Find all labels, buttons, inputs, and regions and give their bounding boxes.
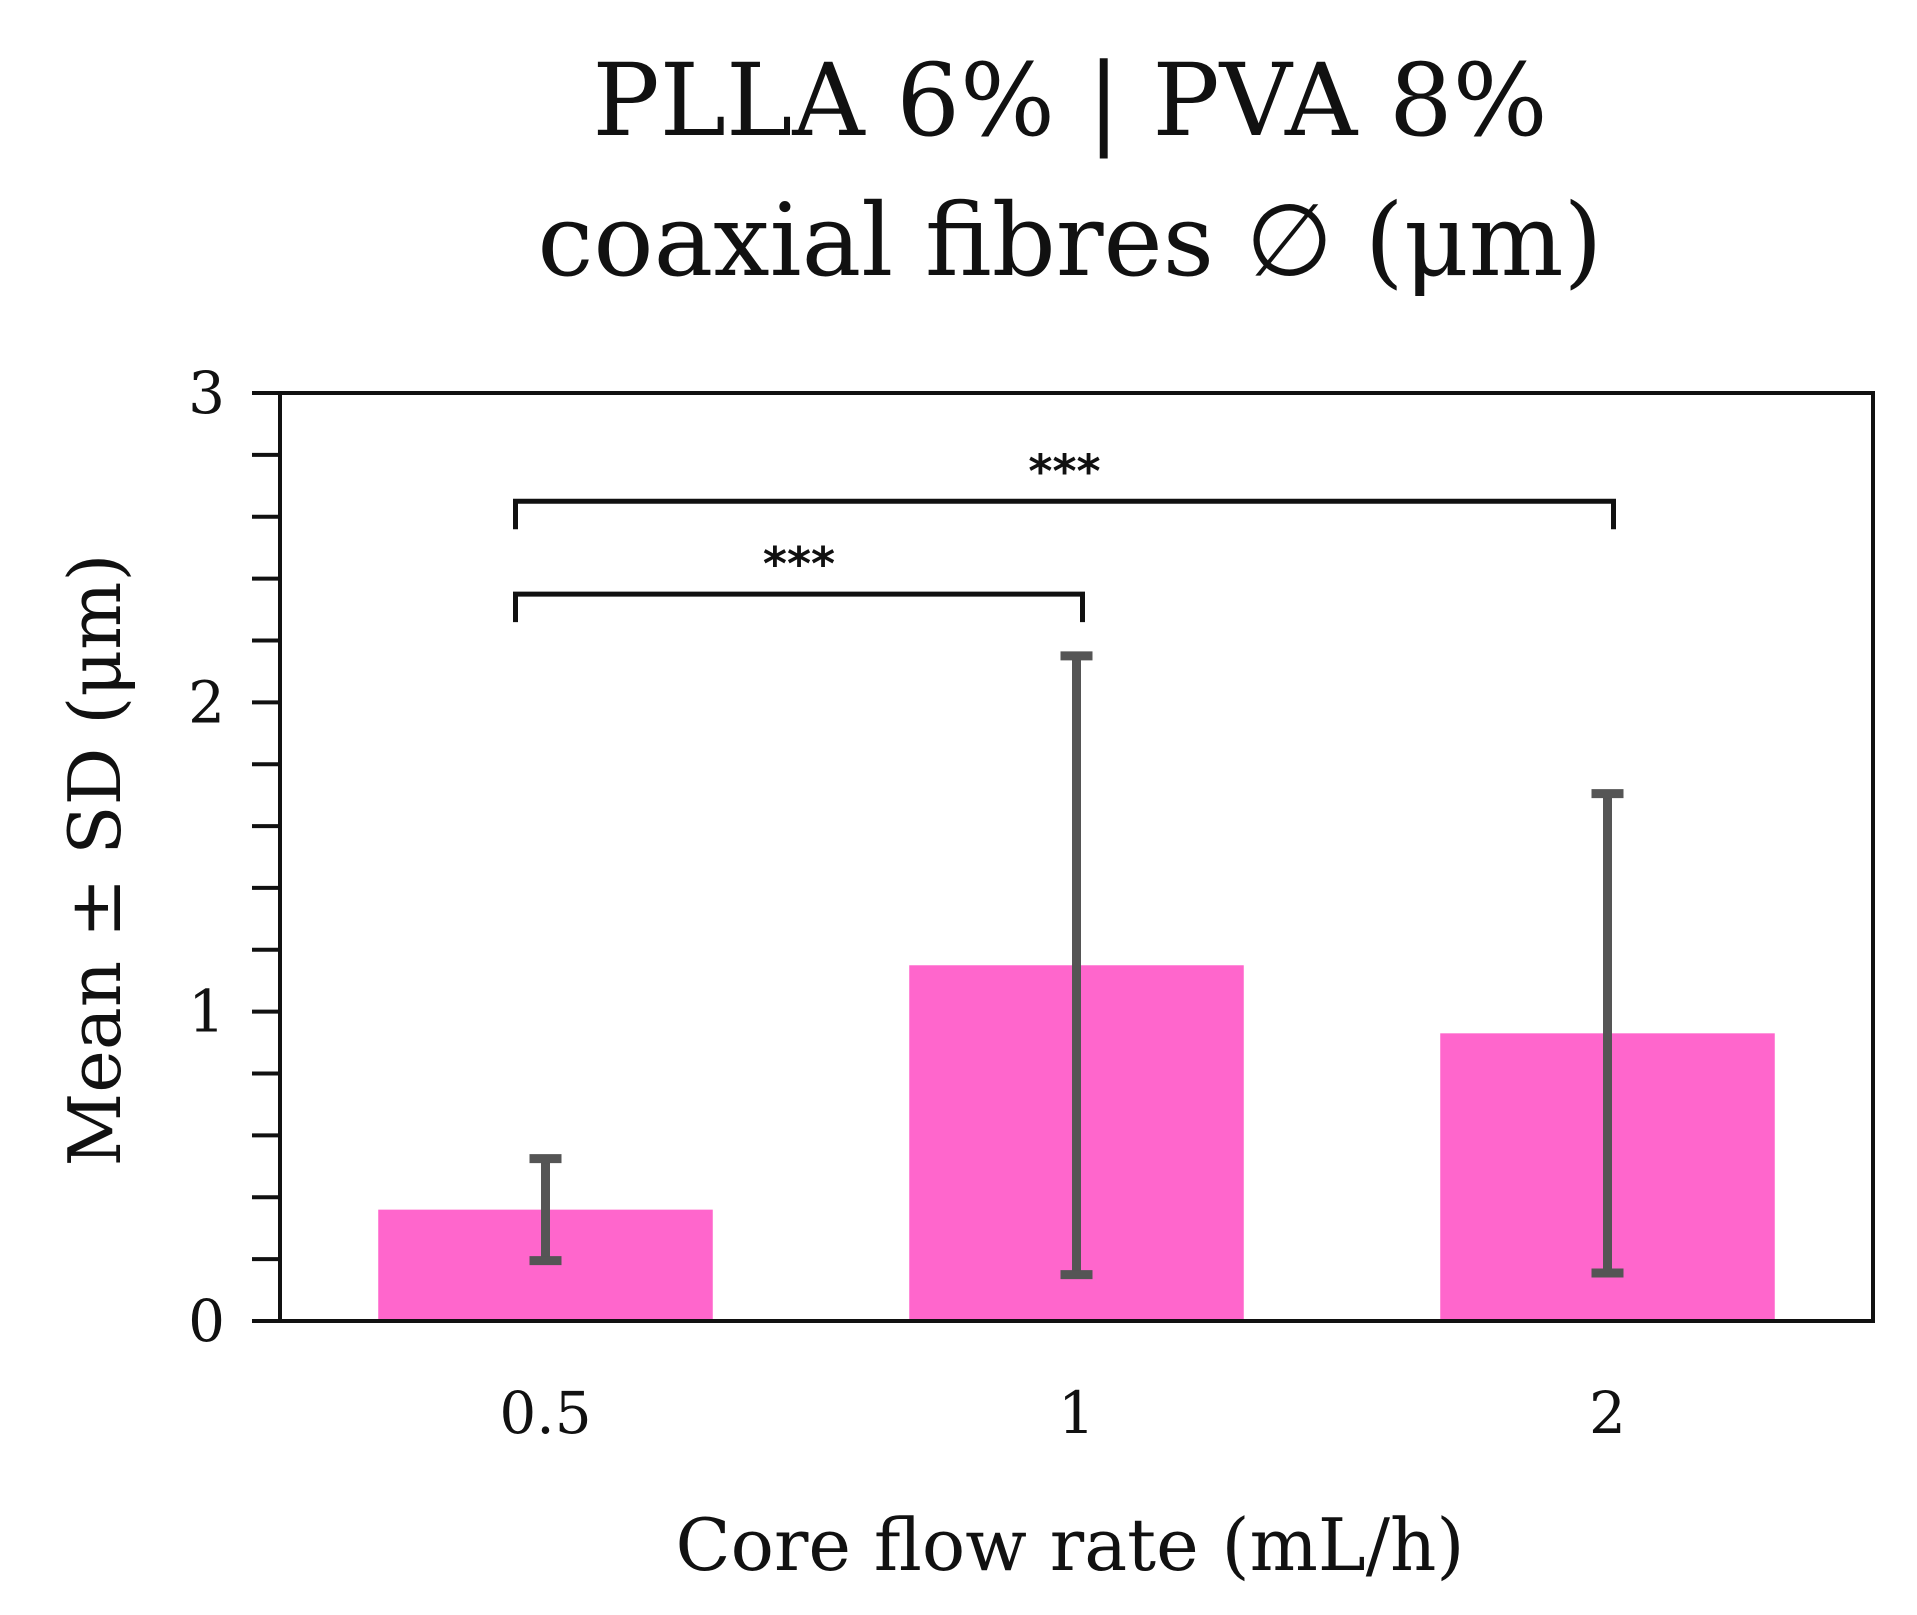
plot-area: 0 1 2 3 0.5 1 2 *** *** xyxy=(188,359,1875,1447)
y-tick-label: 1 xyxy=(188,978,225,1046)
chart-title-line1: PLLA 6% | PVA 8% xyxy=(592,42,1547,159)
y-tick-label: 2 xyxy=(188,668,225,736)
x-tick-label: 2 xyxy=(1589,1379,1626,1447)
x-tick-label: 0.5 xyxy=(499,1379,591,1447)
plot-frame xyxy=(278,391,1875,1323)
significance-label-1: *** xyxy=(1028,444,1100,498)
significance-label-0: *** xyxy=(763,537,835,591)
significance-bracket-0 xyxy=(513,591,1085,623)
y-tick-label: 0 xyxy=(188,1287,225,1355)
chart-title-line2: coaxial fibres ∅ (μm) xyxy=(537,182,1602,299)
y-axis-label: Mean ± SD (μm) xyxy=(53,554,137,1167)
y-tick-label: 3 xyxy=(188,359,225,427)
x-axis-label: Core flow rate (mL/h) xyxy=(676,1503,1465,1587)
significance-bracket-1 xyxy=(513,498,1616,530)
x-tick-label: 1 xyxy=(1058,1379,1095,1447)
